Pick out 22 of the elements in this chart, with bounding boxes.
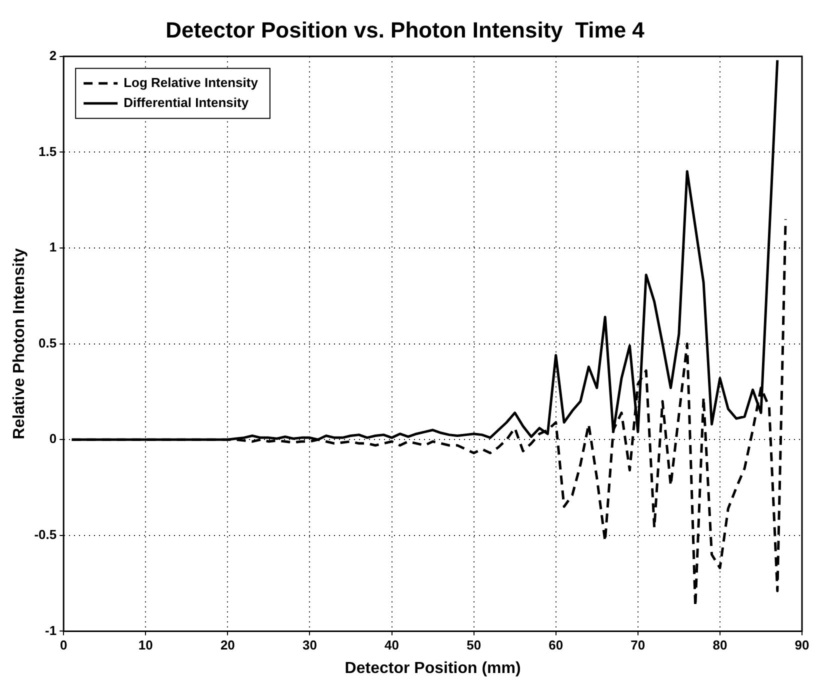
x-tick-label: 50 bbox=[466, 638, 482, 653]
y-tick-label: 0 bbox=[49, 431, 57, 446]
y-tick-label: 1.5 bbox=[38, 144, 57, 159]
legend-label: Differential Intensity bbox=[124, 94, 250, 110]
x-tick-label: 60 bbox=[548, 638, 564, 653]
x-tick-label: 40 bbox=[384, 638, 400, 653]
x-tick-label: 70 bbox=[630, 638, 646, 653]
y-tick-label: -1 bbox=[45, 622, 57, 638]
x-tick-label: 20 bbox=[220, 638, 235, 653]
x-tick-label: 80 bbox=[712, 638, 728, 653]
x-tick-label: 0 bbox=[60, 638, 68, 653]
y-tick-label: -0.5 bbox=[34, 526, 57, 542]
legend-label: Log Relative Intensity bbox=[124, 74, 259, 90]
y-tick-label: 0.5 bbox=[38, 335, 57, 350]
x-tick-label: 10 bbox=[138, 638, 153, 653]
x-tick-label: 30 bbox=[302, 638, 317, 653]
x-axis-title: Detector Position (mm) bbox=[344, 660, 521, 677]
x-tick-label: 90 bbox=[794, 638, 810, 653]
chart-title: Detector Position vs. Photon Intensity Time 4 bbox=[166, 17, 646, 42]
y-tick-label: 1 bbox=[49, 240, 57, 255]
y-tick-label: 2 bbox=[49, 48, 57, 63]
y-axis-title: Relative Photon Intensity bbox=[11, 248, 28, 440]
